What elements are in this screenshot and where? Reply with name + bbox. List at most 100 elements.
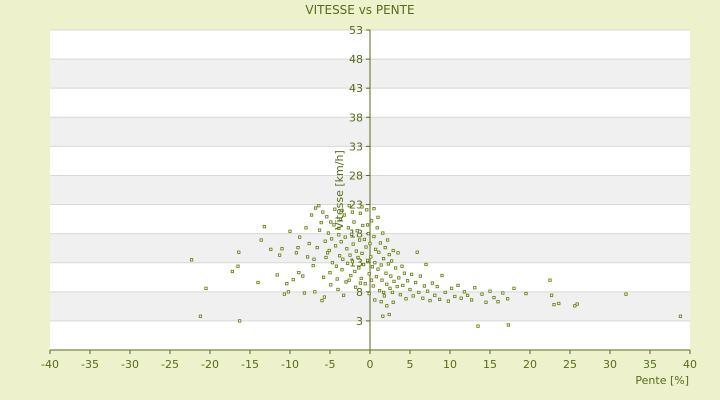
data-point (372, 234, 376, 239)
data-point (353, 269, 357, 274)
data-point (381, 290, 386, 295)
data-point (356, 255, 360, 260)
data-point (341, 293, 346, 297)
data-point (390, 290, 395, 295)
data-point (351, 242, 355, 246)
x-tick-label: -30 (121, 358, 139, 371)
x-axis-label: Pente [%] (635, 374, 689, 387)
data-point (317, 228, 322, 232)
data-point (376, 267, 380, 271)
data-point (395, 284, 399, 289)
data-point (433, 293, 437, 297)
data-point (385, 238, 390, 242)
data-point (383, 245, 387, 250)
data-point (393, 266, 398, 270)
data-point (333, 244, 338, 248)
data-point (355, 229, 359, 233)
data-point (309, 213, 314, 217)
data-point (404, 297, 408, 301)
data-point (430, 281, 435, 285)
data-point (411, 294, 415, 298)
data-point (367, 291, 371, 296)
data-point (334, 264, 339, 268)
data-point (512, 286, 516, 290)
x-tick-label: 20 (523, 358, 537, 371)
data-point (400, 264, 404, 268)
data-point (365, 223, 370, 227)
data-point (418, 274, 423, 278)
data-point (379, 263, 383, 267)
data-point (313, 206, 318, 210)
data-point (350, 210, 355, 214)
data-point (361, 223, 365, 228)
x-tick-label: 30 (603, 358, 617, 371)
y-tick-label: 53 (349, 24, 363, 37)
data-point (557, 301, 561, 306)
data-point (311, 264, 315, 268)
data-point (329, 220, 333, 224)
data-point (368, 241, 372, 246)
data-point (323, 239, 327, 243)
data-point (348, 253, 352, 257)
data-point (329, 237, 334, 241)
data-point (388, 286, 392, 290)
data-point (440, 273, 444, 278)
data-point (409, 272, 414, 276)
data-point (285, 282, 289, 286)
data-point (501, 291, 505, 295)
data-point (678, 314, 683, 318)
data-point (377, 289, 382, 293)
data-point (198, 314, 202, 318)
data-point (378, 241, 383, 245)
data-point (524, 291, 528, 296)
data-point (332, 223, 336, 227)
data-point (505, 297, 510, 301)
data-point (297, 271, 301, 275)
data-point (376, 215, 380, 219)
data-point (465, 293, 470, 297)
y-tick-label: 23 (349, 199, 363, 212)
data-point (506, 323, 511, 327)
data-point (453, 294, 457, 299)
data-point (237, 319, 242, 323)
data-point (324, 255, 328, 260)
data-point (435, 284, 439, 289)
data-point (374, 275, 379, 279)
data-point (366, 232, 371, 236)
data-point (380, 278, 384, 282)
data-point (352, 220, 356, 224)
data-point (550, 293, 554, 297)
data-point (387, 252, 391, 257)
data-point (373, 298, 377, 302)
data-point (288, 229, 292, 233)
data-point (405, 279, 410, 283)
data-point (354, 249, 359, 253)
data-point (347, 204, 351, 208)
data-point (408, 287, 412, 292)
data-point (421, 296, 425, 300)
data-point (189, 258, 194, 262)
data-points (189, 204, 683, 328)
data-point (357, 238, 362, 242)
data-point (389, 259, 394, 263)
data-point (387, 312, 391, 317)
data-point (397, 276, 401, 280)
y-tick-label: 8 (356, 286, 363, 299)
data-point (296, 245, 300, 250)
data-point (304, 226, 308, 230)
data-point (446, 299, 451, 303)
data-point (370, 265, 375, 269)
x-tick-label: 0 (367, 358, 374, 371)
data-point (386, 262, 391, 266)
y-tick-label: 43 (349, 82, 363, 95)
data-point (297, 235, 302, 239)
data-point (377, 250, 381, 254)
y-axis-label: Vitesse [km/h] (333, 150, 346, 230)
x-tick-label: -15 (241, 358, 259, 371)
data-point (391, 248, 395, 253)
data-point (369, 278, 374, 282)
data-point (335, 277, 339, 281)
data-point (321, 275, 326, 279)
y-tick-label: 48 (349, 53, 363, 66)
data-point (282, 292, 287, 296)
